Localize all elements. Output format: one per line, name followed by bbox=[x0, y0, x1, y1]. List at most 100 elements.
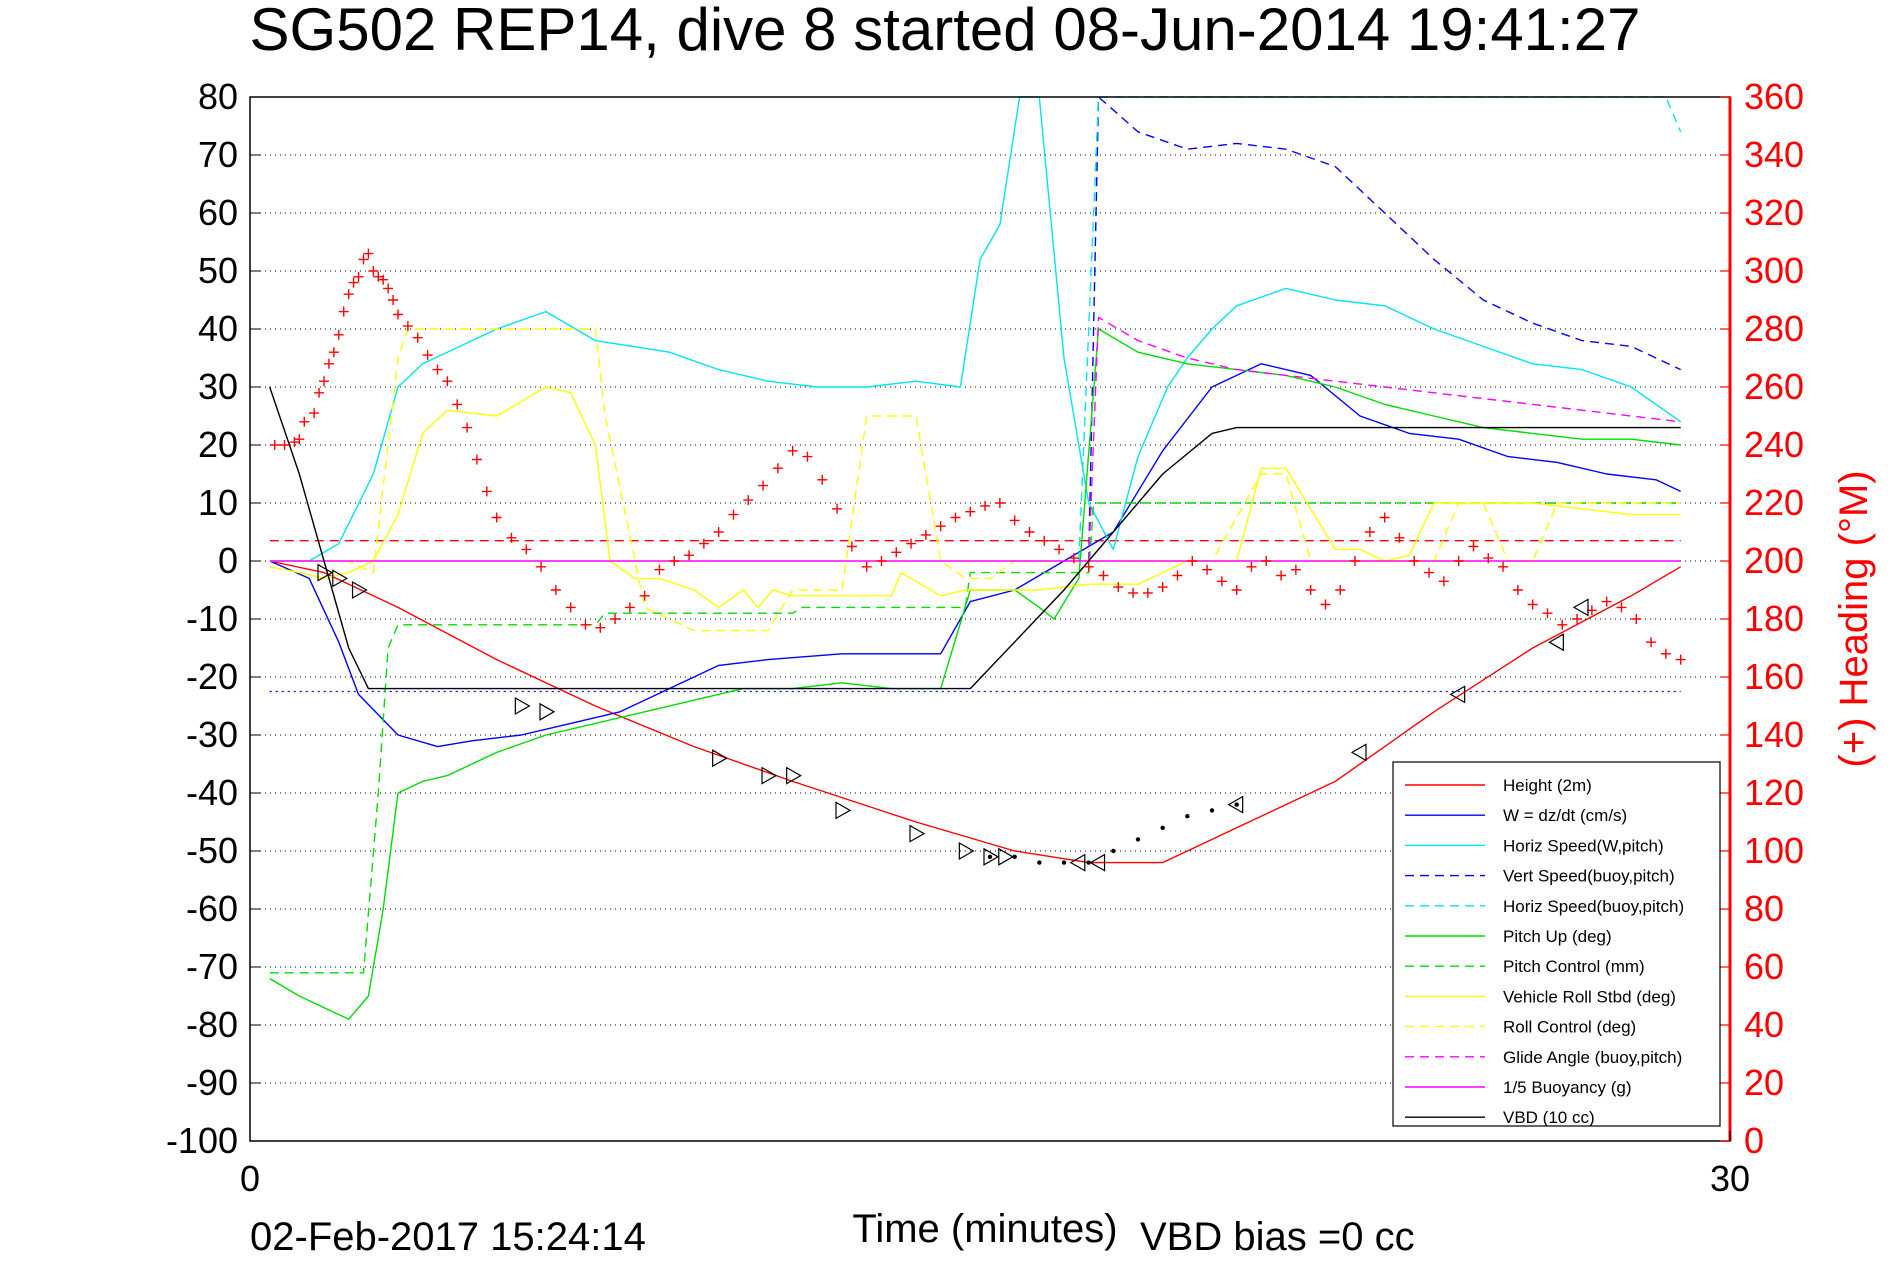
heading-point bbox=[639, 590, 650, 601]
series-line-horiz-speed-buoy-pitch bbox=[1078, 96, 1682, 562]
surface-dot bbox=[1185, 814, 1190, 819]
series-line-glide-angle-buoy-pitch bbox=[1088, 316, 1681, 562]
y-tick-label: 60 bbox=[198, 192, 238, 233]
y-right-tick-label: 100 bbox=[1744, 830, 1804, 871]
heading-point bbox=[462, 422, 473, 433]
y-right-tick-label: 260 bbox=[1744, 366, 1804, 407]
surface-dot bbox=[1209, 808, 1215, 813]
waypoint-marker bbox=[786, 766, 802, 785]
surface-dot bbox=[1086, 860, 1091, 865]
legend-entry-label: Horiz Speed(W,pitch) bbox=[1503, 836, 1664, 855]
heading-point bbox=[1098, 570, 1109, 581]
heading-point bbox=[368, 266, 379, 276]
y-right-tick-label: 60 bbox=[1744, 946, 1784, 987]
heading-point bbox=[1660, 648, 1671, 659]
plot-series bbox=[269, 96, 1682, 1020]
y-tick-label: -100 bbox=[166, 1120, 238, 1161]
series-line-horiz-speed-w-pitch bbox=[269, 96, 1682, 562]
heading-point bbox=[506, 532, 517, 543]
left-axis-ticks: 80 70 60 50 40 30 20 10 0 -10 -20 -30 -40 -50 -60 -70 -8… bbox=[166, 76, 260, 1161]
heading-point bbox=[481, 486, 492, 497]
heading-point bbox=[1068, 553, 1079, 564]
heading-point bbox=[348, 277, 359, 288]
heading-point bbox=[1468, 541, 1479, 552]
heading-point bbox=[980, 500, 991, 511]
heading-point bbox=[1542, 608, 1553, 619]
heading-point bbox=[1172, 570, 1183, 581]
y-tick-label: -50 bbox=[186, 830, 238, 871]
heading-point bbox=[343, 289, 354, 300]
heading-point bbox=[1557, 619, 1568, 630]
heading-point bbox=[1675, 654, 1686, 665]
heading-point bbox=[1231, 585, 1242, 595]
heading-point bbox=[1364, 527, 1375, 537]
surface-dot bbox=[1037, 860, 1042, 865]
waypoint-marker bbox=[332, 569, 349, 588]
surface-dot bbox=[1111, 848, 1116, 854]
heading-point bbox=[491, 512, 502, 523]
heading-point bbox=[1572, 614, 1583, 624]
heading-point bbox=[432, 364, 443, 375]
series-line-vehicle-roll-stbd-deg bbox=[269, 386, 1681, 609]
waypoint-markers bbox=[317, 563, 1589, 872]
heading-point bbox=[294, 434, 305, 445]
heading-point bbox=[772, 463, 783, 474]
x-axis-label: Time (minutes) bbox=[852, 1207, 1117, 1251]
y-tick-label: -10 bbox=[186, 598, 238, 639]
heading-point bbox=[846, 541, 857, 552]
y-right-tick-label: 40 bbox=[1744, 1004, 1784, 1045]
heading-point bbox=[1512, 585, 1523, 595]
series-line-vert-speed-buoy-pitch bbox=[1088, 96, 1681, 562]
heading-point bbox=[1335, 585, 1346, 595]
heading-point bbox=[319, 376, 329, 387]
legend-entry-label: Height (2m) bbox=[1503, 776, 1592, 795]
legend-entry-label: Glide Angle (buoy,pitch) bbox=[1503, 1048, 1682, 1067]
y-right-tick-label: 120 bbox=[1744, 772, 1804, 813]
legend-entry-label: Pitch Up (deg) bbox=[1503, 927, 1612, 946]
heading-point bbox=[565, 602, 576, 613]
y-right-tick-label: 300 bbox=[1744, 250, 1804, 291]
heading-point bbox=[471, 454, 482, 465]
heading-point bbox=[536, 561, 547, 572]
legend-entry-label: Pitch Control (mm) bbox=[1503, 957, 1645, 976]
legend-box bbox=[1392, 761, 1721, 1127]
heading-point bbox=[580, 619, 591, 630]
y-tick-label: -40 bbox=[186, 772, 238, 813]
heading-point bbox=[1142, 587, 1153, 598]
waypoint-marker bbox=[835, 801, 852, 820]
heading-point bbox=[378, 274, 389, 285]
heading-point bbox=[328, 347, 339, 358]
y-right-tick-label: 340 bbox=[1744, 134, 1804, 175]
y-tick-label: 80 bbox=[198, 76, 238, 117]
footer-date: 02-Feb-2017 15:24:14 bbox=[250, 1215, 646, 1259]
heading-point bbox=[654, 564, 665, 575]
heading-point bbox=[1394, 532, 1405, 543]
waypoint-marker bbox=[1449, 685, 1466, 704]
heading-point bbox=[1157, 582, 1168, 593]
y-tick-label: -30 bbox=[186, 714, 238, 755]
heading-point bbox=[950, 512, 961, 523]
heading-point bbox=[1276, 570, 1287, 581]
legend-entry-label: W = dz/dt (cm/s) bbox=[1503, 806, 1627, 825]
y-tick-label: 0 bbox=[218, 540, 238, 581]
waypoint-marker bbox=[1350, 743, 1367, 762]
heading-point bbox=[1409, 556, 1420, 566]
legend-entry-label: 1/5 Buoyancy (g) bbox=[1503, 1078, 1632, 1097]
right-axis-label: (+) Heading (°M) bbox=[1832, 470, 1876, 767]
heading-point bbox=[787, 445, 798, 456]
surface-dot bbox=[1160, 825, 1165, 830]
heading-point bbox=[353, 271, 364, 282]
heading-point bbox=[1424, 567, 1435, 578]
legend-entry-label: Roll Control (deg) bbox=[1503, 1018, 1636, 1037]
y-tick-label: -90 bbox=[186, 1062, 238, 1103]
y-right-tick-label: 0 bbox=[1744, 1120, 1764, 1161]
heading-point bbox=[713, 527, 724, 537]
heading-point bbox=[1320, 599, 1331, 610]
waypoint-marker bbox=[998, 847, 1015, 866]
heading-point bbox=[610, 614, 621, 624]
surface-dot bbox=[1234, 802, 1239, 807]
heading-point bbox=[1616, 602, 1627, 613]
heading-point bbox=[442, 376, 453, 387]
y-tick-label: -80 bbox=[186, 1004, 238, 1045]
y-right-tick-label: 160 bbox=[1744, 656, 1804, 697]
